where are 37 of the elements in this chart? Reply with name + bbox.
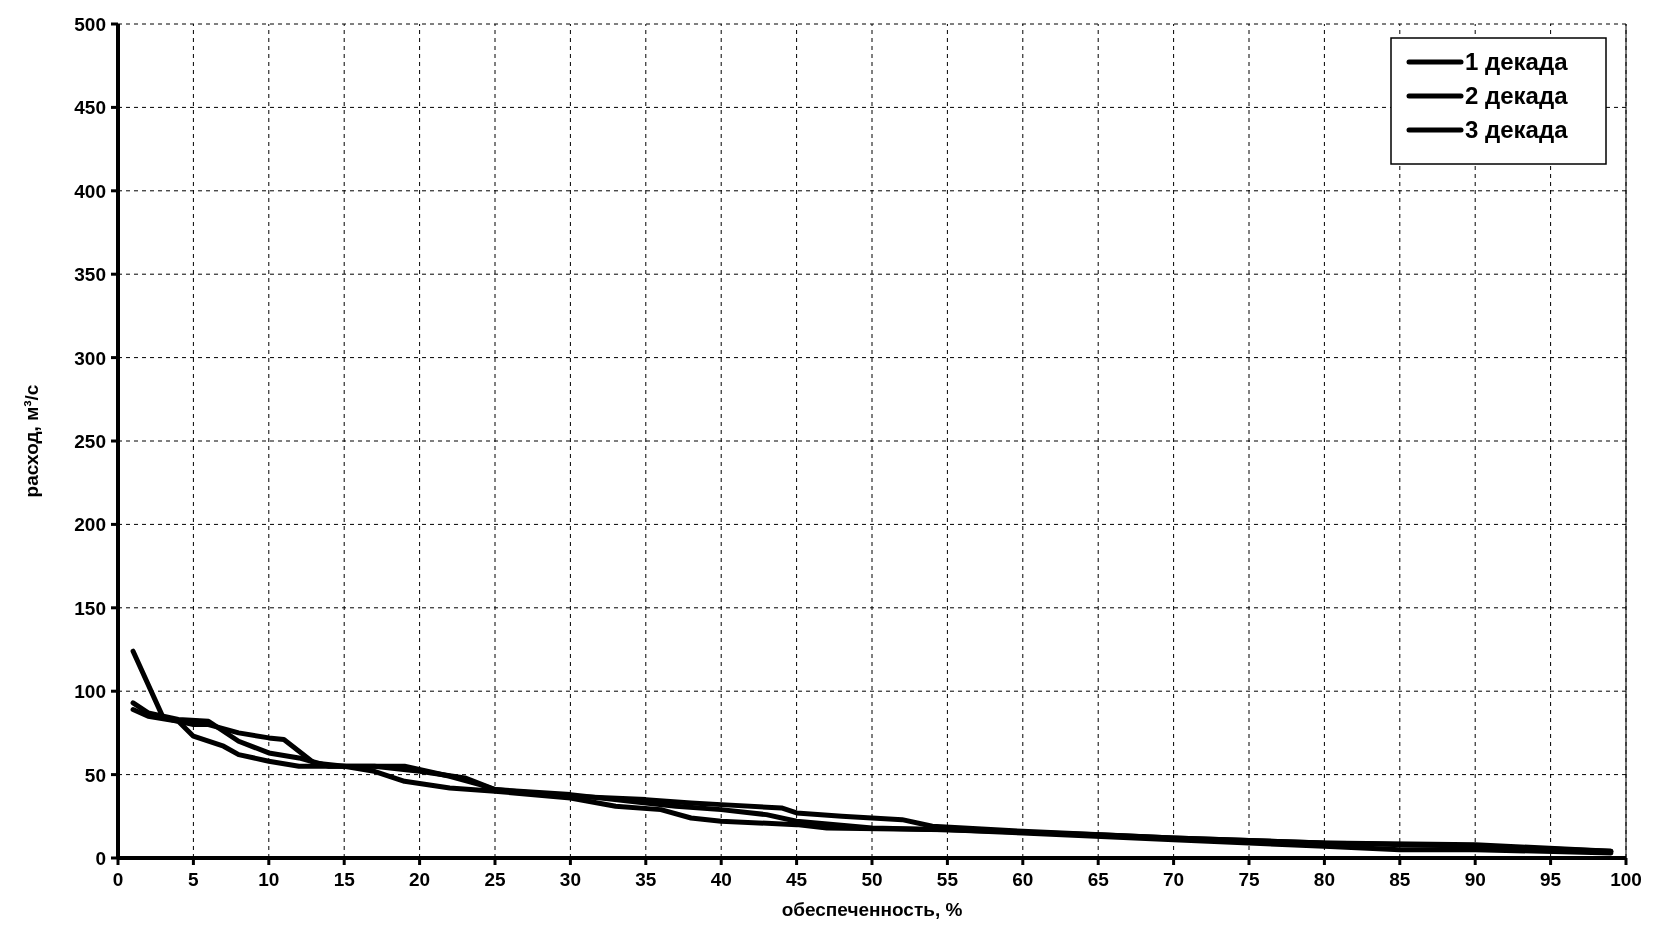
y-tick-label: 350: [74, 264, 106, 286]
y-tick-label: 100: [74, 681, 106, 703]
x-tick-label: 80: [1313, 869, 1335, 890]
x-tick-label: 35: [635, 869, 657, 890]
y-tick-label: 200: [74, 514, 106, 536]
x-tick-label: 45: [786, 869, 808, 890]
y-tick-label: 500: [74, 14, 106, 35]
y-tick-label: 450: [74, 97, 106, 119]
x-tick-label: 55: [936, 869, 959, 890]
y-tick-label: 50: [84, 764, 106, 786]
y-tick-label: 400: [74, 180, 106, 202]
x-tick-label: 40: [710, 869, 732, 890]
x-tick-label: 20: [409, 869, 431, 890]
y-tick-label: 0: [95, 848, 106, 869]
y-tick-label: 150: [74, 597, 106, 619]
x-tick-label: 75: [1238, 869, 1260, 890]
x-tick-label: 100: [1610, 869, 1642, 890]
x-tick-label: 85: [1389, 869, 1411, 890]
legend-label: 3 декада: [1465, 116, 1569, 143]
x-tick-label: 0: [112, 869, 124, 890]
y-tick-label: 250: [74, 431, 106, 452]
x-axis-title: обеспеченность, %: [781, 899, 963, 920]
x-tick-label: 50: [861, 869, 883, 890]
legend-label: 1 декада: [1465, 48, 1569, 75]
x-tick-label: 90: [1464, 869, 1486, 890]
x-tick-label: 30: [559, 869, 581, 890]
y-tick-label: 300: [74, 347, 106, 369]
y-axis-title: расход, м³/с: [21, 384, 42, 498]
x-tick-label: 95: [1540, 869, 1562, 890]
x-tick-label: 10: [258, 869, 280, 890]
x-tick-label: 25: [484, 869, 506, 890]
x-tick-label: 5: [188, 869, 200, 890]
x-tick-label: 65: [1087, 869, 1110, 890]
legend-label: 2 декада: [1465, 82, 1569, 109]
x-tick-label: 70: [1163, 869, 1185, 890]
x-tick-label: 15: [333, 869, 356, 890]
x-tick-label: 60: [1012, 869, 1034, 890]
